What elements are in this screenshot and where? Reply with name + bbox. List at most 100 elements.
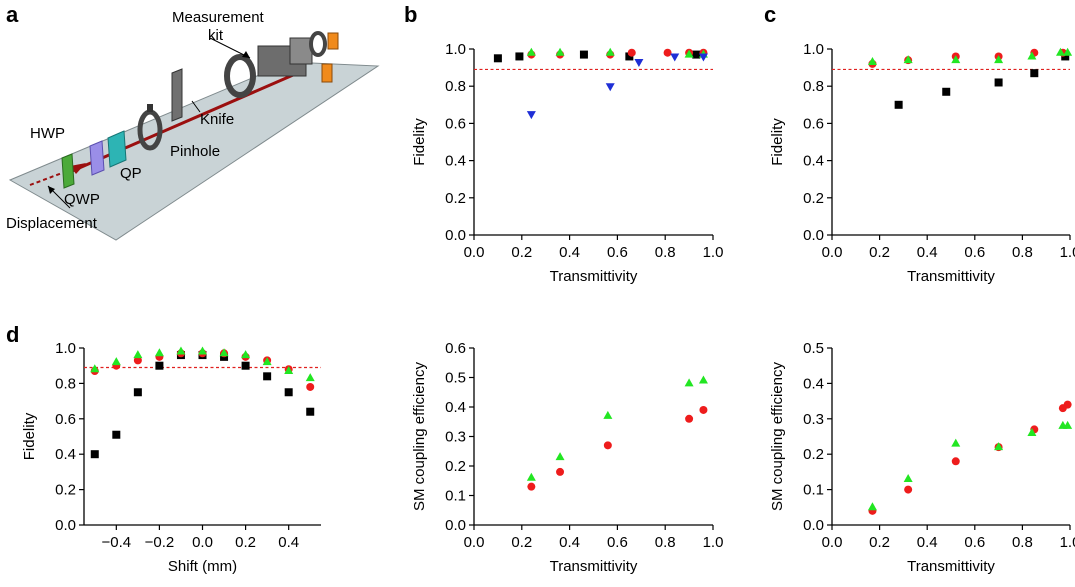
x-tick-label: 0.8: [1012, 244, 1033, 261]
input-arrow-icon: [70, 163, 86, 174]
data-point-square: [493, 54, 502, 63]
knife-element: [171, 68, 183, 122]
data-point-circle: [1063, 400, 1072, 409]
x-tick-label: 1.0: [1060, 244, 1075, 261]
data-point-triangle-up: [526, 47, 536, 56]
data-point-square: [133, 388, 142, 397]
data-point-square: [894, 100, 903, 109]
y-tick-label: 0.6: [445, 115, 466, 132]
data-point-triangle-up: [603, 410, 613, 419]
x-axis-title: Shift (mm): [168, 558, 237, 575]
y-tick-label: 0.5: [803, 340, 824, 357]
y-axis-title: Fidelity: [411, 118, 428, 166]
x-tick-label: 0.4: [917, 244, 938, 261]
x-axis-title: Transmittivity: [907, 558, 995, 575]
chart-coupling-vs-transmittivity-f: 0.0 0.2 0.4 0.6 0.8 1.0 0.0 0.1 0.2 0.3 0.4 0.5 Tran…: [769, 340, 1075, 575]
x-tick-label: 0.6: [607, 244, 628, 261]
data-point-triangle-up: [1027, 51, 1037, 60]
data-point-triangle-up: [284, 366, 294, 375]
y-tick-label: 0.8: [55, 375, 76, 392]
data-point-triangle-up: [526, 472, 536, 481]
y-tick-label: 0.0: [445, 227, 466, 244]
data-point-square: [306, 407, 315, 416]
data-point-circle: [699, 405, 708, 414]
data-point-triangle-down: [670, 53, 680, 62]
y-tick-label: 1.0: [445, 41, 466, 58]
x-tick-label: 1.0: [703, 534, 724, 551]
x-axis-title: Transmittivity: [550, 268, 638, 285]
y-tick-label: 0.4: [445, 153, 466, 170]
x-tick-label: 0.0: [822, 534, 843, 551]
data-point-square: [112, 430, 121, 439]
y-tick-label: 0.2: [445, 458, 466, 475]
panel-letter-d: d: [6, 322, 19, 347]
data-point-square: [625, 52, 634, 61]
data-point-triangle-down: [526, 111, 536, 120]
y-tick-label: 0.4: [803, 375, 824, 392]
x-tick-label: 0.6: [607, 534, 628, 551]
label-measurement-kit-2: kit: [208, 27, 224, 44]
lens-mount: [224, 54, 256, 98]
x-tick-label: 0.4: [559, 534, 580, 551]
y-tick-label: 0.4: [803, 153, 824, 170]
data-point-triangle-up: [951, 55, 961, 64]
x-tick-label: 0.2: [511, 244, 532, 261]
data-point-triangle-up: [867, 57, 877, 66]
label-measurement-kit-1: Measurement: [172, 9, 265, 26]
label-hwp: HWP: [30, 125, 65, 142]
data-point-triangle-up: [903, 55, 913, 64]
x-tick-label: 0.0: [192, 534, 213, 551]
y-tick-label: 0.1: [445, 488, 466, 505]
y-tick-label: 0.5: [445, 370, 466, 387]
qwp-element: [61, 153, 75, 189]
y-axis-title: Fidelity: [769, 118, 786, 166]
y-tick-label: 0.2: [803, 446, 824, 463]
data-point-square: [942, 87, 951, 96]
chart-fidelity-vs-shift-d: −0.4 −0.2 0.0 0.2 0.4 0.0 0.2 0.4 0.6 0.8 1.0 Shift…: [21, 340, 321, 575]
y-tick-label: 0.6: [55, 411, 76, 428]
kit-pointer-arrowhead: [242, 51, 250, 58]
y-tick-label: 0.2: [445, 190, 466, 207]
qp-element: [107, 130, 127, 168]
x-axis-title: Transmittivity: [550, 558, 638, 575]
y-tick-label: 0.3: [445, 429, 466, 446]
data-point-triangle-up: [1063, 47, 1073, 56]
chart-fidelity-vs-transmittivity-c: 0.0 0.2 0.4 0.6 0.8 1.0 0.0 0.2 0.4 0.6 0.8 1.0 Tran…: [769, 41, 1075, 285]
x-axis-title: Transmittivity: [907, 268, 995, 285]
label-qp: QP: [120, 165, 142, 182]
y-tick-label: 0.2: [803, 190, 824, 207]
data-point-square: [515, 52, 524, 61]
data-point-square: [692, 50, 701, 59]
y-tick-label: 0.0: [803, 227, 824, 244]
data-point-triangle-up: [111, 357, 121, 366]
x-tick-label: 0.6: [964, 534, 985, 551]
data-point-triangle-down: [634, 59, 644, 68]
x-tick-label: 0.0: [822, 244, 843, 261]
x-tick-label: 0.8: [655, 244, 676, 261]
laser-beam: [69, 70, 301, 174]
data-point-square: [155, 361, 164, 370]
data-point-triangle-up: [133, 350, 143, 359]
y-axis-title: SM coupling efficiency: [769, 362, 786, 511]
data-point-circle: [951, 457, 960, 466]
data-point-triangle-up: [555, 452, 565, 461]
data-point-triangle-up: [176, 346, 186, 355]
data-point-triangle-up: [262, 357, 272, 366]
x-tick-label: 0.4: [278, 534, 299, 551]
y-tick-label: 0.0: [445, 517, 466, 534]
y-tick-label: 0.4: [55, 446, 76, 463]
measurement-kit-block: [289, 37, 313, 65]
label-pinhole: Pinhole: [170, 143, 220, 160]
x-tick-label: 0.2: [869, 534, 890, 551]
optical-table: [8, 61, 380, 241]
data-point-circle: [556, 467, 565, 476]
data-point-circle: [685, 414, 694, 423]
data-point-circle: [627, 48, 636, 57]
x-tick-label: 0.4: [559, 244, 580, 261]
y-tick-label: 1.0: [803, 41, 824, 58]
data-point-triangle-up: [698, 375, 708, 384]
data-point-triangle-up: [684, 49, 694, 58]
y-axis-title: Fidelity: [21, 412, 38, 460]
y-tick-label: 0.8: [803, 78, 824, 95]
data-point-circle: [306, 382, 315, 391]
